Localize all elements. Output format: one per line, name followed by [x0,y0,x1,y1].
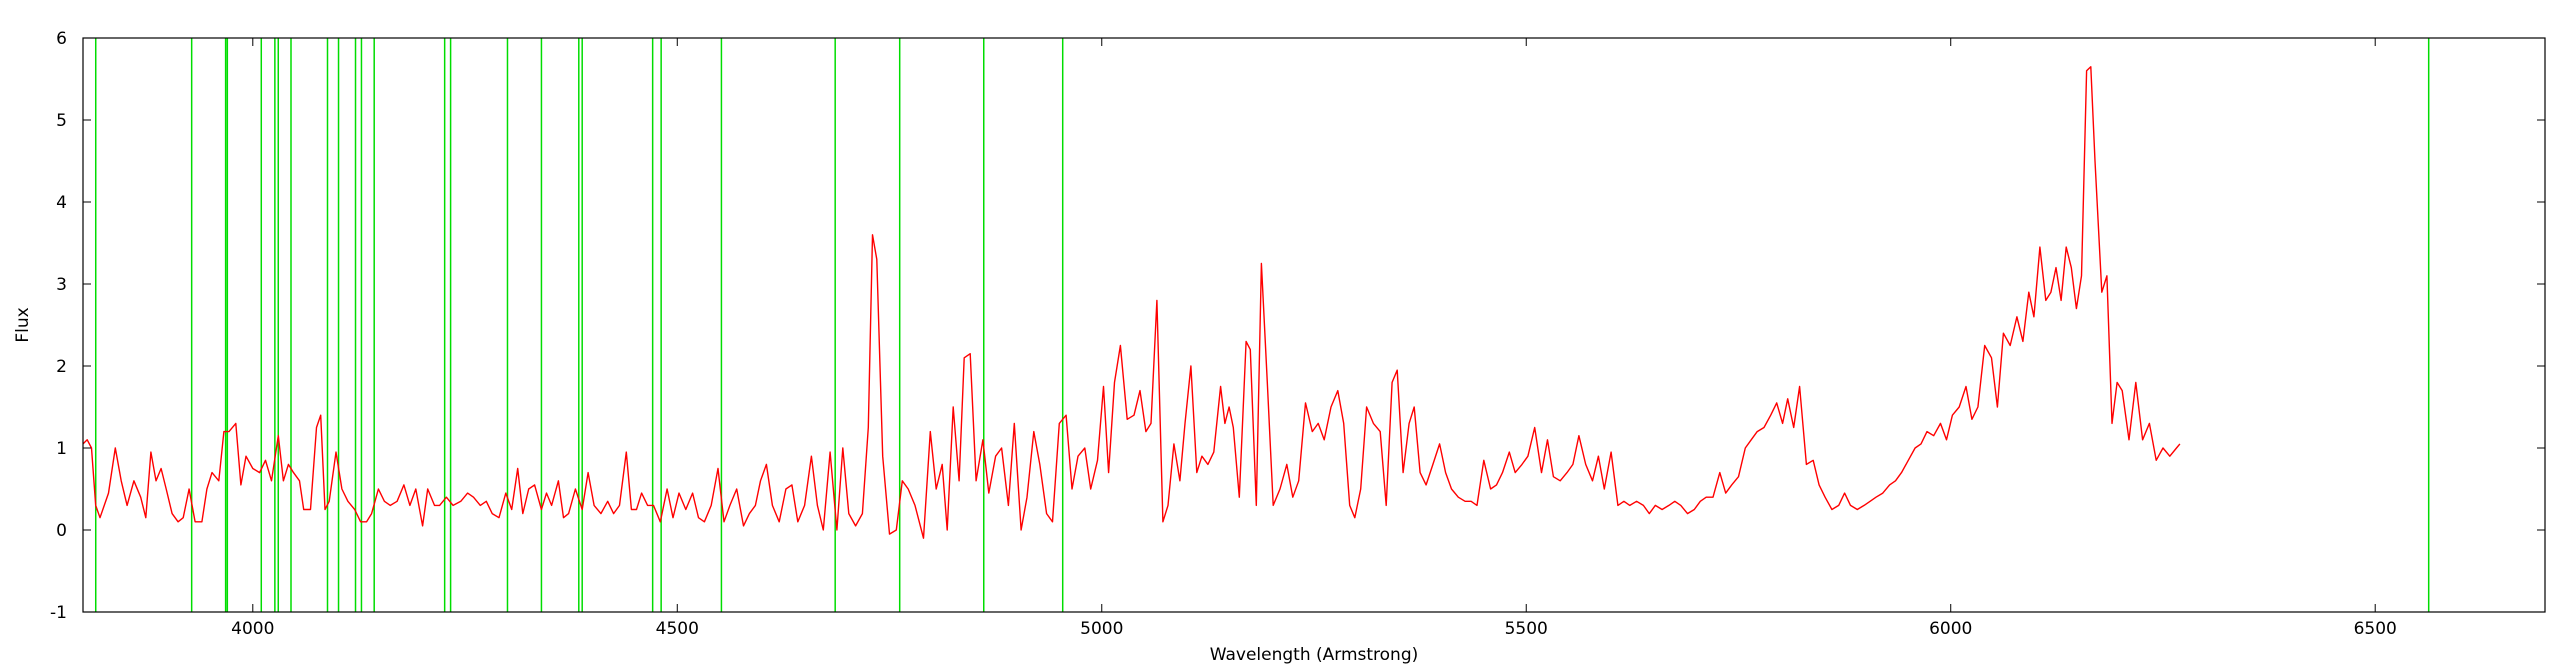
y-tick-label-0: -1 [50,603,67,623]
plot-frame [82,37,2546,613]
x-tick-label-4: 6000 [1929,619,1972,639]
x-tick-label-3: 5500 [1505,619,1548,639]
x-tick-label-0: 4000 [231,619,274,639]
y-tick-label-5: 4 [56,193,67,213]
x-tick-label-2: 5000 [1080,619,1123,639]
y-axis-label: Flux [13,307,33,342]
y-tick-label-6: 5 [56,111,67,131]
series-line-0 [82,66,2181,539]
y-axis: -1 0 1 2 3 4 5 6 [50,29,2545,623]
series-layer [82,66,2181,539]
x-axis-label: Wavelength (Armstrong) [1210,645,1419,665]
x-tick-label-5: 6500 [2354,619,2397,639]
y-tick-label-1: 0 [56,521,67,541]
y-tick-label-7: 6 [56,29,67,49]
y-tick-label-2: 1 [56,439,67,459]
x-tick-label-1: 4500 [656,619,699,639]
x-axis: 4000 4500 5000 5500 6000 6500 [231,38,2397,639]
y-tick-label-4: 3 [56,275,67,295]
reference-lines [94,38,2430,612]
y-tick-label-3: 2 [56,357,67,377]
